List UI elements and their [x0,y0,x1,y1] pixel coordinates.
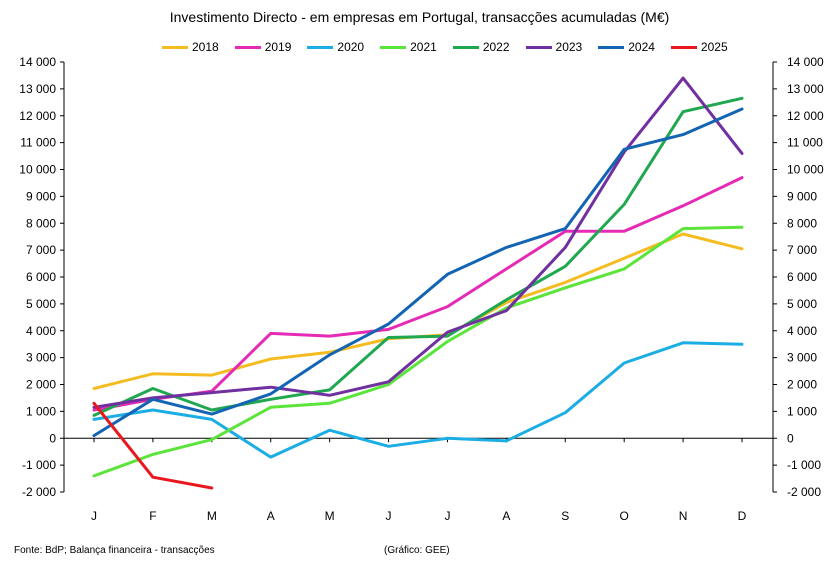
legend-item-2019: 2019 [234,40,292,54]
chart-title: Investimento Directo - em empresas em Po… [169,9,670,25]
chart-credit: (Gráfico: GEE) [384,545,450,556]
legend-item-2020: 2020 [307,40,364,54]
legend-item-2024: 2024 [598,40,655,54]
y-tick-label-right: -1 000 [787,458,821,472]
chart-legend: 2018 2019 2020 2021 2022 2023 2024 2025 [162,40,744,54]
legend-swatch [670,45,697,49]
legend-swatch [234,45,261,49]
legend-swatch [525,45,552,49]
legend-swatch [452,45,479,49]
y-tick-label-right: 5 000 [787,297,817,311]
x-tick-label: O [620,509,629,523]
y-tick-label-right: 12 000 [787,109,824,123]
x-tick-label: M [207,509,217,523]
y-tick-label-left: 10 000 [19,163,56,177]
y-tick-label-right: 11 000 [787,136,823,150]
legend-item-2025: 2025 [670,40,728,54]
legend-item-2022: 2022 [452,40,510,54]
y-tick-label-left: 8 000 [26,216,56,230]
y-tick-label-right: 1 000 [787,404,817,418]
y-tick-label-left: 4 000 [26,324,56,338]
legend-item-2023: 2023 [525,40,583,54]
y-tick-label-left: 11 000 [20,136,56,150]
y-tick-label-right: 6 000 [787,270,817,284]
y-tick-label-right: 0 [787,431,794,445]
legend-swatch [380,45,407,49]
y-tick-label-right: 7 000 [787,243,817,257]
y-tick-label-right: 9 000 [787,189,817,203]
y-tick-label-left: 5 000 [26,297,56,311]
legend-item-2018: 2018 [162,40,219,54]
x-tick-label: J [91,509,97,523]
y-tick-label-left: 12 000 [19,109,56,123]
x-tick-label: J [444,509,450,523]
y-tick-label-left: 13 000 [19,82,56,96]
x-tick-label: S [561,509,569,523]
source-note: Fonte: BdP; Balança financeira - transac… [14,545,215,556]
legend-label: 2024 [628,40,655,54]
x-tick-label: A [267,509,275,523]
y-tick-label-left: 9 000 [26,189,56,203]
y-tick-label-left: 6 000 [26,270,56,284]
y-tick-label-left: 0 [49,431,56,445]
y-tick-label-right: -2 000 [787,485,821,499]
y-tick-label-right: 3 000 [787,351,817,365]
legend-label: 2020 [337,40,365,54]
y-tick-label-left: -2 000 [22,485,56,499]
legend-swatch [307,45,334,49]
x-tick-label: M [325,509,335,523]
x-tick-label: F [149,509,156,523]
y-tick-label-right: 8 000 [787,216,817,230]
x-tick-label: A [502,509,510,523]
legend-label: 2021 [410,40,437,54]
legend-item-2021: 2021 [380,40,437,54]
series-line-2021 [92,225,744,478]
series-line-2018 [92,232,744,390]
y-tick-label-left: 14 000 [19,55,56,69]
legend-swatch [598,45,625,49]
legend-swatch [162,45,188,49]
y-tick-label-right: 4 000 [787,324,817,338]
y-tick-label-left: 7 000 [26,243,56,257]
y-tick-label-right: 14 000 [787,55,824,69]
y-tick-label-right: 13 000 [787,82,824,96]
series-line-2020 [92,341,744,459]
series-line-2025 [92,401,214,490]
series-line-2023 [92,76,744,409]
legend-label: 2019 [264,40,292,54]
x-tick-label: N [679,509,688,523]
legend-label: 2025 [700,40,728,54]
y-tick-label-left: 1 000 [26,404,56,418]
legend-label: 2018 [192,40,219,54]
y-tick-label-right: 2 000 [787,378,817,392]
x-tick-label: J [386,509,392,523]
y-tick-label-left: 2 000 [26,378,56,392]
x-tick-label: D [738,509,747,523]
legend-label: 2023 [555,40,583,54]
y-tick-label-right: 10 000 [787,163,824,177]
series-line-2024 [92,107,744,438]
legend-label: 2022 [482,40,510,54]
y-tick-label-left: 3 000 [26,351,56,365]
series-line-2022 [92,96,744,417]
y-tick-label-left: -1 000 [22,458,56,472]
